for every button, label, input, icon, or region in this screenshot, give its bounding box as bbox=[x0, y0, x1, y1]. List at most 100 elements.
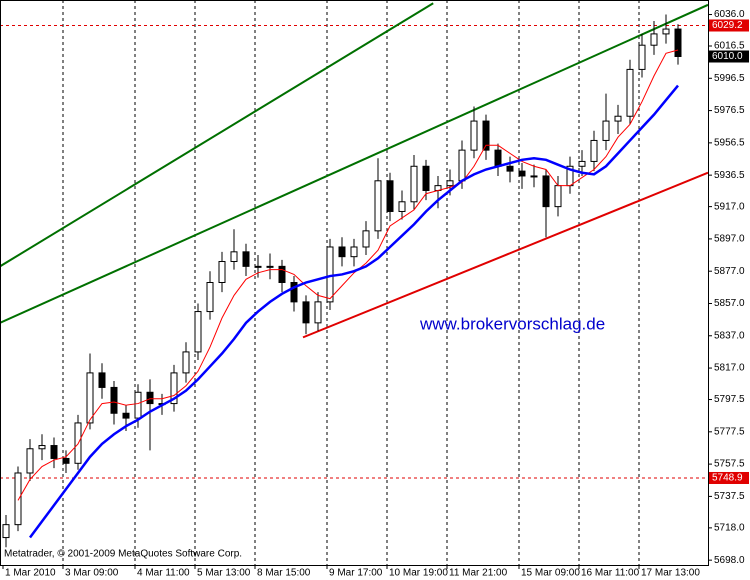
candle-body bbox=[458, 149, 466, 182]
candle-body bbox=[638, 44, 646, 70]
ma-line bbox=[28, 84, 679, 539]
y-tick-label: 5817.0 bbox=[714, 363, 745, 374]
y-tick-label: 5837.0 bbox=[714, 330, 745, 341]
level-label-bg bbox=[709, 471, 749, 484]
level-label-bg bbox=[709, 19, 749, 32]
candle-body bbox=[266, 265, 274, 268]
candle-body bbox=[254, 265, 262, 268]
candle-body bbox=[2, 524, 10, 539]
trend-line bbox=[0, 2, 434, 268]
candle-body bbox=[446, 180, 454, 187]
copyright: Metatrader, © 2001-2009 MetaQuotes Softw… bbox=[4, 549, 242, 560]
candle-body bbox=[26, 448, 34, 474]
x-tick-label: 16 Mar 11:00 bbox=[581, 568, 640, 579]
candle-body bbox=[290, 282, 298, 303]
trend-line bbox=[0, 3, 708, 324]
plot-area bbox=[0, 0, 708, 565]
candle-body bbox=[422, 165, 430, 191]
candle-body bbox=[554, 185, 562, 208]
candle-body bbox=[578, 160, 586, 167]
price-label: 6010.0 bbox=[712, 51, 743, 62]
x-tick-label: 15 Mar 09:00 bbox=[521, 568, 580, 579]
y-tick-label: 5936.5 bbox=[714, 170, 745, 181]
candle-body bbox=[38, 445, 46, 450]
candle-body bbox=[146, 391, 154, 405]
y-tick-label: 5797.5 bbox=[714, 394, 745, 405]
candle-body bbox=[14, 472, 22, 526]
y-tick-label: 5718.0 bbox=[714, 523, 745, 534]
candle-body bbox=[614, 115, 622, 122]
candle-body bbox=[326, 246, 334, 303]
candle-body bbox=[398, 201, 406, 212]
candle-body bbox=[302, 301, 310, 324]
plot-border bbox=[0, 0, 709, 566]
trend-line bbox=[302, 171, 708, 339]
x-tick-label: 8 Mar 15:00 bbox=[257, 568, 311, 579]
candle-body bbox=[530, 175, 538, 178]
candle-body bbox=[362, 230, 370, 248]
candle-body bbox=[350, 246, 358, 258]
y-tick-label: 5897.0 bbox=[714, 234, 745, 245]
y-tick-label: 5698.0 bbox=[714, 555, 745, 566]
x-tick-label: 11 Mar 21:00 bbox=[449, 568, 508, 579]
candle-body bbox=[374, 180, 382, 232]
candle-body bbox=[194, 311, 202, 353]
candle-body bbox=[674, 28, 682, 57]
candle-body bbox=[110, 386, 118, 414]
candle-body bbox=[470, 120, 478, 151]
candle-body bbox=[182, 351, 190, 374]
x-tick-label: 4 Mar 11:00 bbox=[137, 568, 190, 579]
ma-line bbox=[17, 49, 679, 501]
level-label: 6029.2 bbox=[712, 20, 743, 31]
candle-body bbox=[518, 170, 526, 177]
x-tick-label: 5 Mar 13:00 bbox=[197, 568, 251, 579]
candle-body bbox=[230, 251, 238, 263]
candle-body bbox=[338, 246, 346, 258]
candle-body bbox=[482, 120, 490, 151]
y-tick-label: 5956.5 bbox=[714, 138, 745, 149]
y-tick-label: 5757.5 bbox=[714, 459, 745, 470]
y-tick-label: 5996.5 bbox=[714, 73, 745, 84]
y-tick-label: 6016.5 bbox=[714, 41, 745, 52]
y-tick-label: 6036.0 bbox=[714, 9, 745, 20]
y-tick-label: 5777.5 bbox=[714, 426, 745, 437]
candle-body bbox=[590, 139, 598, 162]
x-tick-label: 3 Mar 09:00 bbox=[65, 568, 119, 579]
candle-body bbox=[662, 28, 670, 35]
candle-body bbox=[386, 180, 394, 212]
candle-body bbox=[98, 372, 106, 388]
candle-body bbox=[122, 412, 130, 419]
candle-body bbox=[602, 120, 610, 141]
x-tick-label: 9 Mar 17:00 bbox=[329, 568, 383, 579]
candle-body bbox=[278, 265, 286, 284]
candle-body bbox=[206, 282, 214, 313]
candle-body bbox=[242, 251, 250, 267]
candle-body bbox=[626, 68, 634, 117]
annotation: www.brokervorschlag.de bbox=[419, 314, 605, 333]
x-tick-label: 10 Mar 19:00 bbox=[389, 568, 448, 579]
candle-body bbox=[62, 457, 70, 464]
y-tick-label: 5976.5 bbox=[714, 105, 745, 116]
candle-body bbox=[218, 261, 226, 283]
candle-body bbox=[50, 445, 58, 459]
candle-body bbox=[506, 165, 514, 172]
y-tick-label: 5737.5 bbox=[714, 491, 745, 502]
candle-body bbox=[410, 165, 418, 203]
y-tick-label: 5857.0 bbox=[714, 298, 745, 309]
x-tick-label: 17 Mar 13:00 bbox=[641, 568, 700, 579]
candle-body bbox=[170, 372, 178, 405]
candle-body bbox=[494, 149, 502, 167]
y-tick-label: 5917.0 bbox=[714, 201, 745, 212]
candle-body bbox=[650, 33, 658, 46]
price-label-bg bbox=[709, 50, 749, 63]
level-label: 5748.9 bbox=[712, 473, 743, 484]
candle-body bbox=[314, 301, 322, 324]
x-tick-label: 1 Mar 2010 bbox=[5, 568, 56, 579]
y-tick-label: 5877.0 bbox=[714, 266, 745, 277]
candle-body bbox=[86, 372, 94, 424]
candle-body bbox=[542, 175, 550, 208]
candle-body bbox=[134, 391, 142, 419]
